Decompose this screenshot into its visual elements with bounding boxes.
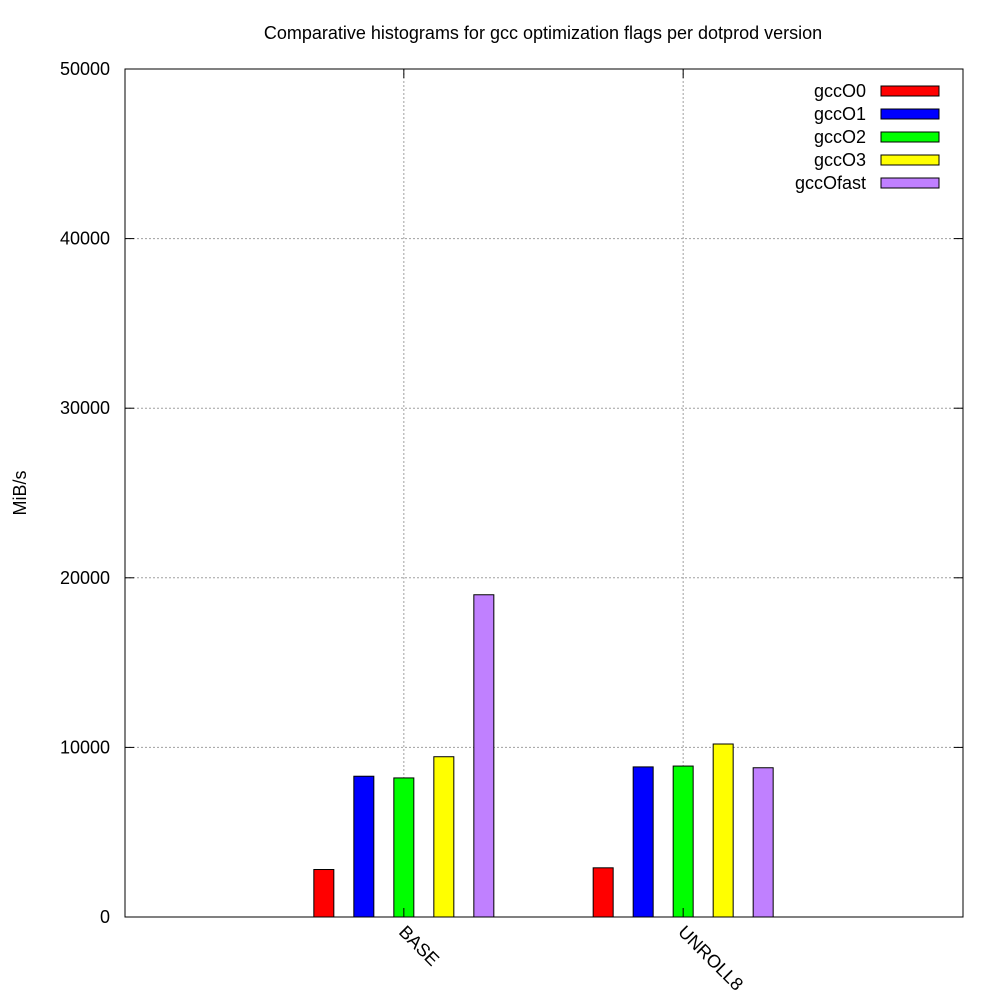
chart-title: Comparative histograms for gcc optimizat… [264,23,822,43]
legend-swatch [880,85,940,97]
y-tick-label: 20000 [60,568,110,588]
y-tick-label: 10000 [60,737,110,757]
legend-swatch [880,131,940,143]
bar-gccO2-base [393,777,415,918]
legend-label: gccO1 [814,104,866,124]
x-tick-label: UNROLL8 [674,922,747,995]
y-tick-label: 0 [100,907,110,927]
y-tick-label: 50000 [60,59,110,79]
x-tick-label: BASE [395,922,443,970]
bar-gccO0-unroll8 [592,867,614,918]
legend-swatch [880,154,940,166]
legend-swatch [880,177,940,189]
legend-label: gccO0 [814,81,866,101]
legend-label: gccO2 [814,127,866,147]
plot-frame [124,68,964,918]
y-axis-label: MiB/s [10,471,30,516]
bar-gccO3-base [433,756,455,918]
grid [125,69,963,917]
axis-ticks: 0 10000 20000 30000 40000 50000 BASE UNROLL8 [60,59,963,995]
y-tick-label: 40000 [60,229,110,249]
legend: gccO0 gccO1 gccO2 gccO3 gccOfast [795,81,940,193]
legend-label: gccO3 [814,150,866,170]
bar-gccO1-base [353,775,375,918]
bars [313,594,774,918]
bar-gccO0-base [313,869,335,918]
legend-label: gccOfast [795,173,866,193]
bar-gccOfast-unroll8 [752,767,774,918]
bar-gccO2-unroll8 [672,765,694,918]
y-tick-label: 30000 [60,398,110,418]
bar-gccO3-unroll8 [712,743,734,918]
bar-gccO1-unroll8 [632,766,654,918]
legend-swatch [880,108,940,120]
bar-gccOfast-base [473,594,495,918]
